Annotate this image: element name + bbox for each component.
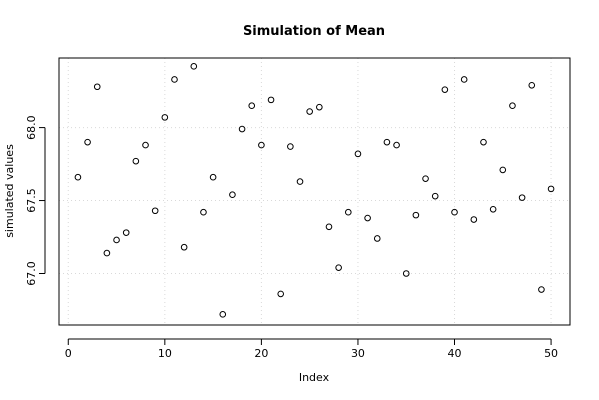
- data-point: [151, 207, 159, 215]
- data-point: [489, 206, 497, 213]
- data-point: [306, 108, 313, 115]
- data-point: [344, 208, 352, 216]
- data-points: [74, 63, 555, 318]
- data-point: [84, 138, 91, 146]
- data-point: [219, 311, 227, 318]
- data-point: [296, 178, 304, 185]
- x-tick-label: 20: [254, 347, 268, 360]
- y-tick-label: 67.5: [25, 188, 38, 213]
- data-point: [171, 76, 178, 83]
- x-tick-label: 0: [65, 347, 72, 360]
- data-point: [122, 229, 130, 236]
- x-axis-label: Index: [299, 371, 330, 384]
- y-axis: 67.0 67.5 68.0: [25, 115, 46, 286]
- data-point: [74, 173, 82, 181]
- grid: [59, 58, 570, 325]
- data-point: [354, 150, 362, 158]
- data-point: [103, 249, 111, 257]
- y-axis-label: simulated values: [3, 144, 16, 238]
- data-point: [258, 141, 265, 149]
- plot-frame: [58, 57, 571, 326]
- data-point: [460, 76, 468, 83]
- data-point: [431, 192, 439, 200]
- data-point: [209, 173, 217, 181]
- chart-title: Simulation of Mean: [243, 24, 385, 39]
- data-point: [441, 86, 449, 93]
- data-point: [142, 141, 149, 149]
- data-point: [518, 194, 526, 201]
- data-point: [364, 214, 371, 222]
- data-point: [335, 264, 342, 271]
- x-tick-label: 30: [351, 347, 365, 360]
- data-point: [499, 166, 507, 174]
- data-point: [373, 235, 381, 242]
- data-point: [267, 96, 275, 104]
- data-point: [180, 243, 188, 251]
- data-point: [470, 216, 478, 223]
- data-point: [402, 270, 410, 277]
- data-point: [451, 208, 458, 216]
- data-point: [248, 102, 256, 110]
- data-point: [277, 290, 285, 298]
- data-point: [383, 138, 391, 146]
- data-point: [161, 114, 169, 121]
- y-tick-label: 68.0: [25, 115, 38, 140]
- data-point: [509, 102, 516, 110]
- data-point: [538, 286, 545, 293]
- data-point: [113, 236, 120, 244]
- data-point: [528, 81, 536, 89]
- data-point: [238, 125, 246, 133]
- data-point: [422, 175, 429, 182]
- data-point: [93, 83, 101, 91]
- x-axis: 0 10 20 30 40 50: [65, 338, 558, 360]
- data-point: [190, 63, 198, 70]
- data-point: [316, 103, 323, 111]
- data-point: [480, 138, 487, 146]
- data-point: [200, 208, 207, 216]
- y-tick-label: 67.0: [25, 261, 38, 286]
- data-point: [229, 191, 236, 199]
- data-point: [325, 223, 333, 231]
- x-tick-label: 50: [544, 347, 558, 360]
- data-point: [412, 211, 420, 219]
- data-point: [393, 141, 400, 149]
- x-tick-label: 40: [448, 347, 462, 360]
- data-point: [287, 143, 294, 150]
- data-point: [547, 185, 555, 193]
- data-point: [132, 157, 140, 165]
- x-tick-label: 10: [158, 347, 172, 360]
